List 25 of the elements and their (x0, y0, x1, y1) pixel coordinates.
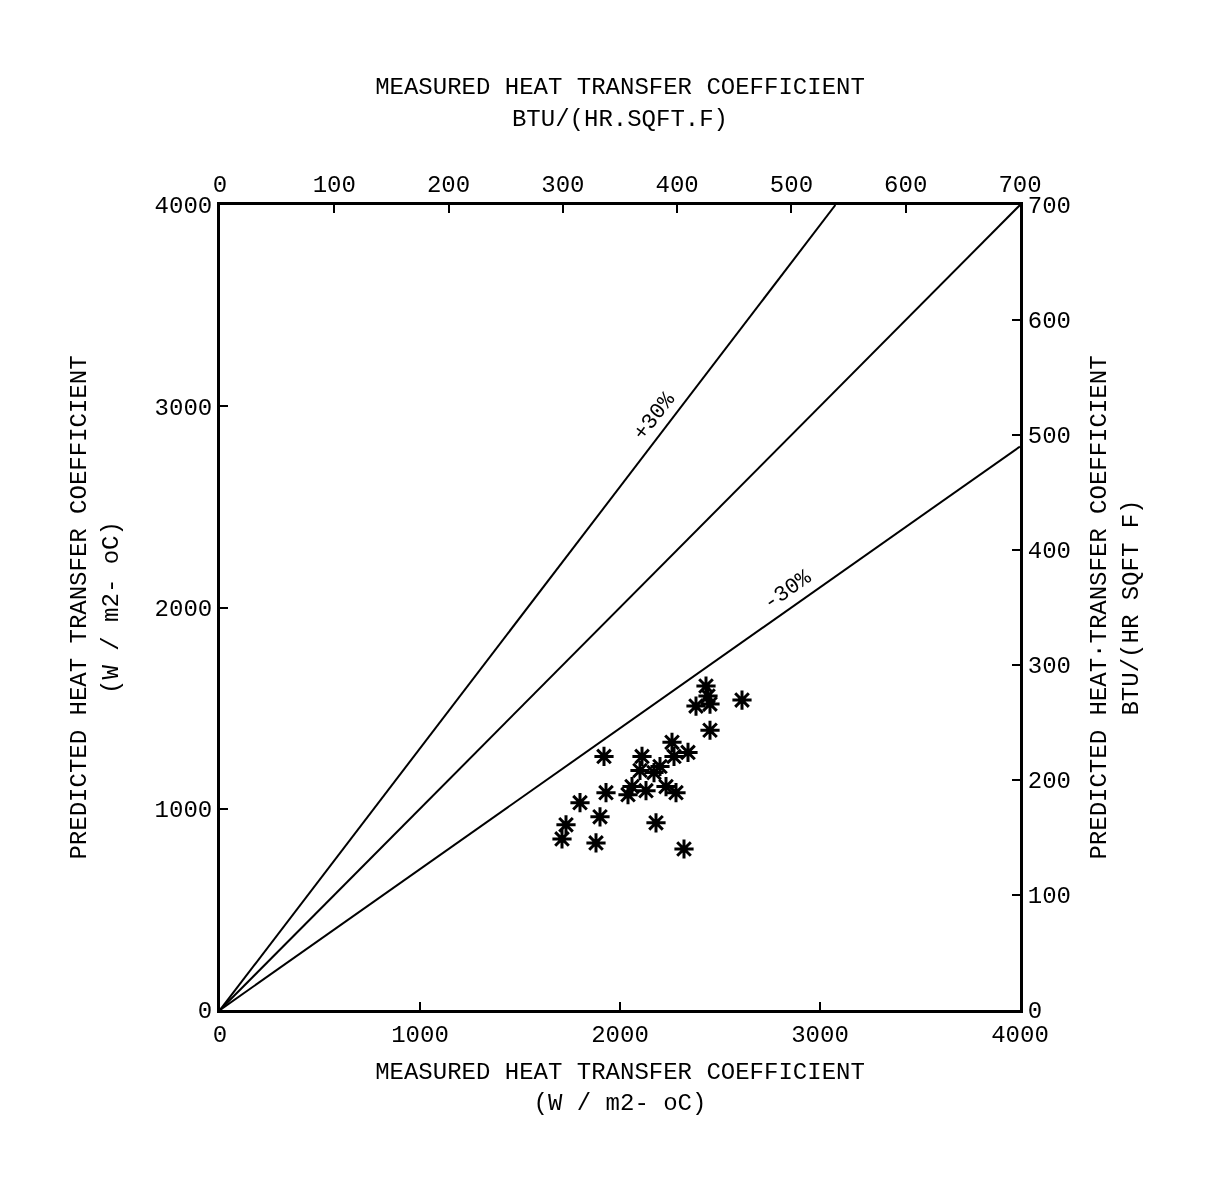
y-tick-label: 3000 (154, 394, 213, 422)
y-tick-label: 0 (197, 998, 213, 1026)
x2-axis-title: MEASURED HEAT TRANSFER COEFFICIENT BTU/(HR.SQFT.F) (375, 74, 865, 133)
x2-tick-label: 400 (655, 172, 699, 200)
x2-tick-label: 200 (426, 172, 471, 200)
x-tick-label: 1000 (391, 1021, 449, 1049)
y-tick-label: 2000 (154, 595, 213, 623)
y2-tick-label: 100 (1027, 883, 1072, 911)
y2-tick-label: 200 (1027, 768, 1072, 796)
x-tick-label: 3000 (791, 1021, 849, 1049)
x2-tick-label: 300 (541, 172, 585, 200)
text: -30% (758, 564, 818, 617)
y2-tick-label: 400 (1027, 538, 1072, 566)
x-tick-label: 2000 (591, 1021, 649, 1049)
x2-tick-label: 100 (312, 172, 356, 200)
y-axis-title: PREDICTED HEAT TRANSFER COEFFICIENT (W / m2- oC) (66, 355, 125, 860)
x2-tick-label: 500 (769, 172, 814, 200)
y2-tick-label: 500 (1027, 423, 1072, 451)
y2-axis-title: PREDICTED HEAT·TRANSFER COEFFICIENT BTU/(HR SQFT F) (1086, 355, 1145, 860)
y-tick-label: 1000 (154, 797, 213, 825)
x2-tick-label: 600 (884, 172, 928, 200)
y-tick-label: 4000 (154, 193, 213, 221)
x-axis-title: MEASURED HEAT TRANSFER COEFFICIENT (W / m2- oC) (375, 1059, 865, 1118)
y2-tick-label: 300 (1027, 653, 1072, 681)
y2-tick-label: 600 (1027, 308, 1072, 336)
